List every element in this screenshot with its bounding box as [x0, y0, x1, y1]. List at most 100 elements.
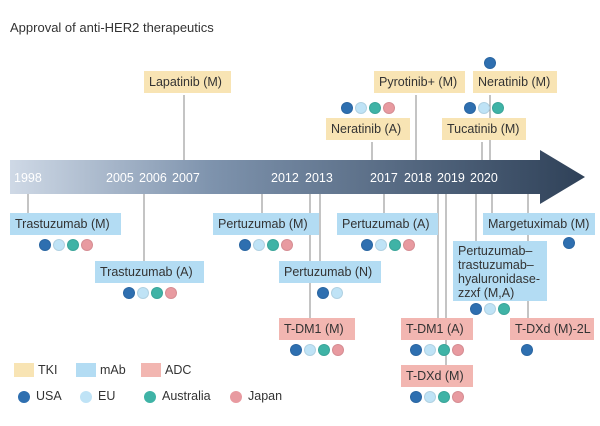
legend-swatch-tki	[14, 363, 34, 377]
year-label-2018: 2018	[404, 171, 432, 185]
approval-box: Neratinib (M)	[473, 71, 557, 93]
year-label-2005: 2005	[106, 171, 134, 185]
region-dot-usa	[410, 391, 422, 403]
region-dot-usa	[410, 344, 422, 356]
approval-box: T-DXd (M)-2L	[510, 318, 594, 340]
approval-box: Pyrotinib+ (M)	[374, 71, 465, 93]
drug-label: Margetuximab (M)	[488, 217, 590, 231]
legend-label-mab: mAb	[100, 363, 126, 377]
drug-label: T-DM1 (A)	[406, 322, 464, 336]
legend-dot-australia	[144, 391, 156, 403]
region-dot-australia	[267, 239, 279, 251]
drug-label: Pertuzumab (M)	[218, 217, 308, 231]
legend-label-eu: EU	[98, 389, 116, 403]
region-dot-usa	[521, 344, 533, 356]
region-dot-australia	[318, 344, 330, 356]
year-label-1998: 1998	[14, 171, 42, 185]
approval-box: T-DXd (M)	[401, 365, 473, 387]
drug-label: Pyrotinib+ (M)	[379, 75, 458, 89]
region-dot-japan	[452, 344, 464, 356]
connector-lines	[27, 95, 529, 365]
year-label-2013: 2013	[305, 171, 333, 185]
region-dot-japan	[281, 239, 293, 251]
region-dot-eu	[478, 102, 490, 114]
approval-box: T-DM1 (A)	[401, 318, 473, 340]
region-dot-japan	[402, 239, 415, 251]
legend-dot-japan	[230, 391, 242, 403]
region-dot-usa	[38, 239, 51, 251]
drug-label: T-DM1 (M)	[284, 322, 344, 336]
legend-dot-eu	[80, 391, 92, 403]
year-label-2012: 2012	[271, 171, 299, 185]
drug-label: T-DXd (M)-2L	[515, 322, 591, 336]
approval-box: T-DM1 (M)	[279, 318, 355, 340]
region-dot-australia	[492, 102, 504, 114]
approval-box: Neratinib (A)	[326, 118, 410, 140]
legend-dot-usa	[18, 391, 30, 403]
region-dot-australia	[438, 391, 450, 403]
legend-swatch-adc	[141, 363, 161, 377]
approval-box: Pertuzumab (M)	[213, 213, 319, 235]
legend-label-japan: Japan	[248, 389, 283, 403]
approval-box: Trastuzumab (M)	[10, 213, 121, 235]
year-label-2020: 2020	[470, 171, 498, 185]
region-dot-usa	[563, 237, 575, 249]
region-dot-eu	[52, 239, 65, 251]
year-label-2019: 2019	[437, 171, 465, 185]
region-dot-usa	[239, 239, 251, 251]
drug-label: Pertuzumab (N)	[284, 265, 373, 279]
region-dot-usa	[290, 344, 302, 356]
region-dot-japan	[383, 102, 395, 114]
approval-box: Pertuzumab (A)	[337, 213, 438, 235]
drug-label: Trastuzumab (A)	[100, 265, 193, 279]
legend-label-tki: TKI	[38, 363, 58, 377]
region-dot-australia	[388, 239, 401, 251]
region-dot-usa	[122, 287, 135, 299]
drug-label: Tucatinib (M)	[447, 122, 520, 136]
region-dot-japan	[332, 344, 344, 356]
year-label-2007: 2007	[172, 171, 200, 185]
region-dot-usa	[317, 287, 329, 299]
drug-label: Pertuzumab– trastuzumab– hyaluronidase-zzx…	[458, 244, 540, 300]
region-dot-eu	[136, 287, 149, 299]
region-dot-australia	[369, 102, 381, 114]
timeline-arrow	[10, 150, 585, 204]
diagram-title: Approval of anti-HER2 therapeutics	[10, 20, 214, 35]
region-dot-eu	[484, 303, 496, 315]
legend-label-australia: Australia	[162, 389, 211, 403]
region-dot-usa	[484, 57, 496, 69]
region-dot-australia	[150, 287, 163, 299]
year-label-2006: 2006	[139, 171, 167, 185]
region-dot-eu	[331, 287, 343, 299]
region-dot-australia	[66, 239, 79, 251]
approval-box: Margetuximab (M)	[483, 213, 595, 235]
region-dot-eu	[253, 239, 265, 251]
legend-swatch-mab	[76, 363, 96, 377]
legend-label-adc: ADC	[165, 363, 192, 377]
region-dot-usa	[341, 102, 353, 114]
approval-box: Lapatinib (M)	[144, 71, 231, 93]
drug-label: Neratinib (M)	[478, 75, 551, 89]
drug-label: T-DXd (M)	[406, 369, 464, 383]
approval-box: Pertuzumab (N)	[279, 261, 381, 283]
drug-label: Pertuzumab (A)	[342, 217, 430, 231]
legend-label-usa: USA	[36, 389, 62, 403]
region-dot-australia	[498, 303, 510, 315]
year-label-2017: 2017	[370, 171, 398, 185]
region-dot-eu	[374, 239, 387, 251]
region-dot-usa	[470, 303, 482, 315]
approval-box: Trastuzumab (A)	[95, 261, 204, 283]
region-dot-australia	[438, 344, 450, 356]
approval-box: Tucatinib (M)	[442, 118, 526, 140]
region-dot-eu	[355, 102, 367, 114]
region-dot-japan	[80, 239, 93, 251]
drug-label: Trastuzumab (M)	[15, 217, 110, 231]
region-dot-usa	[464, 102, 476, 114]
region-dot-usa	[360, 239, 373, 251]
region-dot-japan	[164, 287, 177, 299]
approval-box: Pertuzumab– trastuzumab– hyaluronidase-zzx…	[453, 241, 547, 301]
region-dot-eu	[424, 391, 436, 403]
region-dot-eu	[424, 344, 436, 356]
